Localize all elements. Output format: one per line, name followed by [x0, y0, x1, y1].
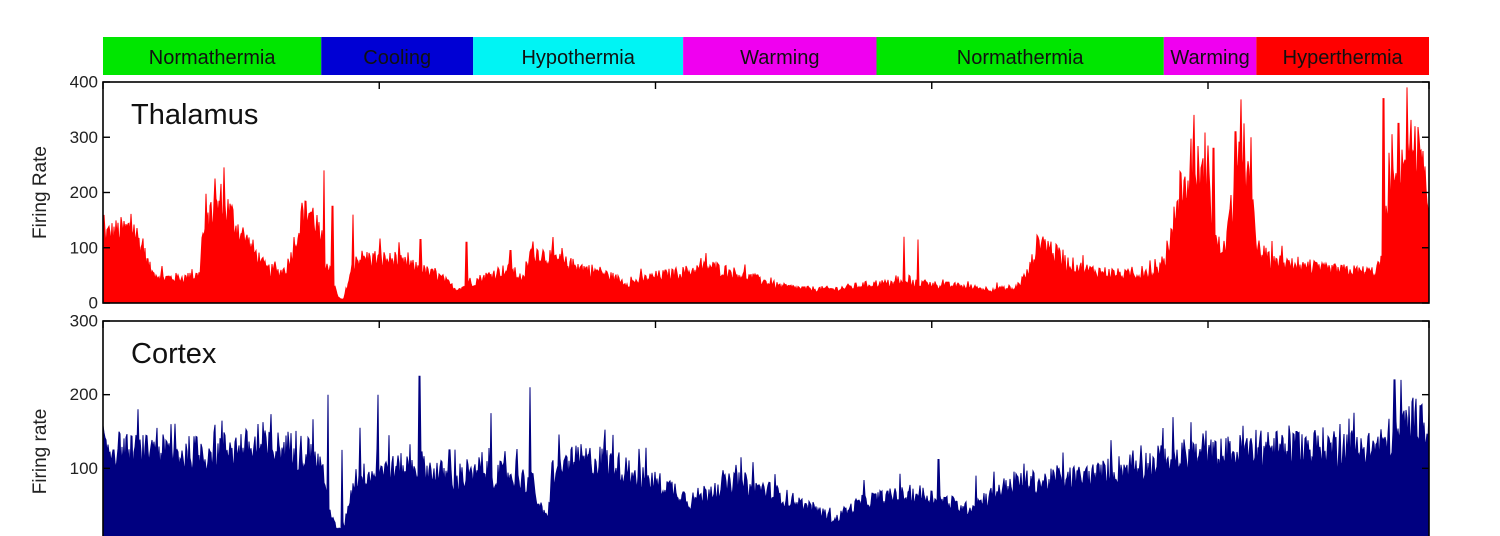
phase-block [876, 37, 1164, 75]
firing-rate-series [103, 87, 1429, 303]
phase-block [103, 37, 322, 75]
y-tick-label: 0 [89, 294, 98, 313]
y-tick-label: 300 [70, 128, 98, 147]
phase-block [1163, 37, 1257, 75]
phase-block [1256, 37, 1429, 75]
phase-label: Normathermia [957, 47, 1085, 69]
panel-title: Thalamus [131, 99, 258, 131]
panel-cortex: 0 100 200 300 Firing rate Cortex [30, 312, 1430, 536]
plot-frame [102, 320, 1430, 536]
phase-block [473, 37, 684, 75]
y-tick-label: 400 [70, 73, 98, 92]
panel-title: Cortex [131, 338, 217, 370]
y-tick-label: 300 [70, 312, 98, 331]
phase-label: Normathermia [149, 47, 277, 69]
phase-block [321, 37, 474, 75]
phase-label: Hyperthermia [1283, 47, 1404, 69]
y-tick-label: 100 [70, 238, 98, 257]
phase-label: Cooling [363, 47, 431, 69]
panels: 0 100 200 300 400 Firing Rate Thalamus 0 100 200 3… [30, 73, 1430, 536]
phase-label: Warming [1170, 47, 1249, 69]
phase-bar: Normathermia Cooling Hypothermia Warming Nor… [103, 37, 1429, 75]
panel-thalamus: 0 100 200 300 400 Firing Rate Thalamus [30, 73, 1430, 313]
phase-block [683, 37, 877, 75]
phase-label: Warming [740, 47, 819, 69]
y-axis-label: Firing Rate [30, 146, 51, 239]
phase-label: Hypothermia [521, 47, 635, 69]
y-tick-label: 200 [70, 183, 98, 202]
y-axis-label: Firing rate [30, 409, 51, 495]
firing-rate-series [103, 375, 1429, 536]
y-tick-label: 100 [70, 459, 98, 478]
y-tick-label: 200 [70, 385, 98, 404]
y-tick-label: 0 [89, 533, 98, 536]
